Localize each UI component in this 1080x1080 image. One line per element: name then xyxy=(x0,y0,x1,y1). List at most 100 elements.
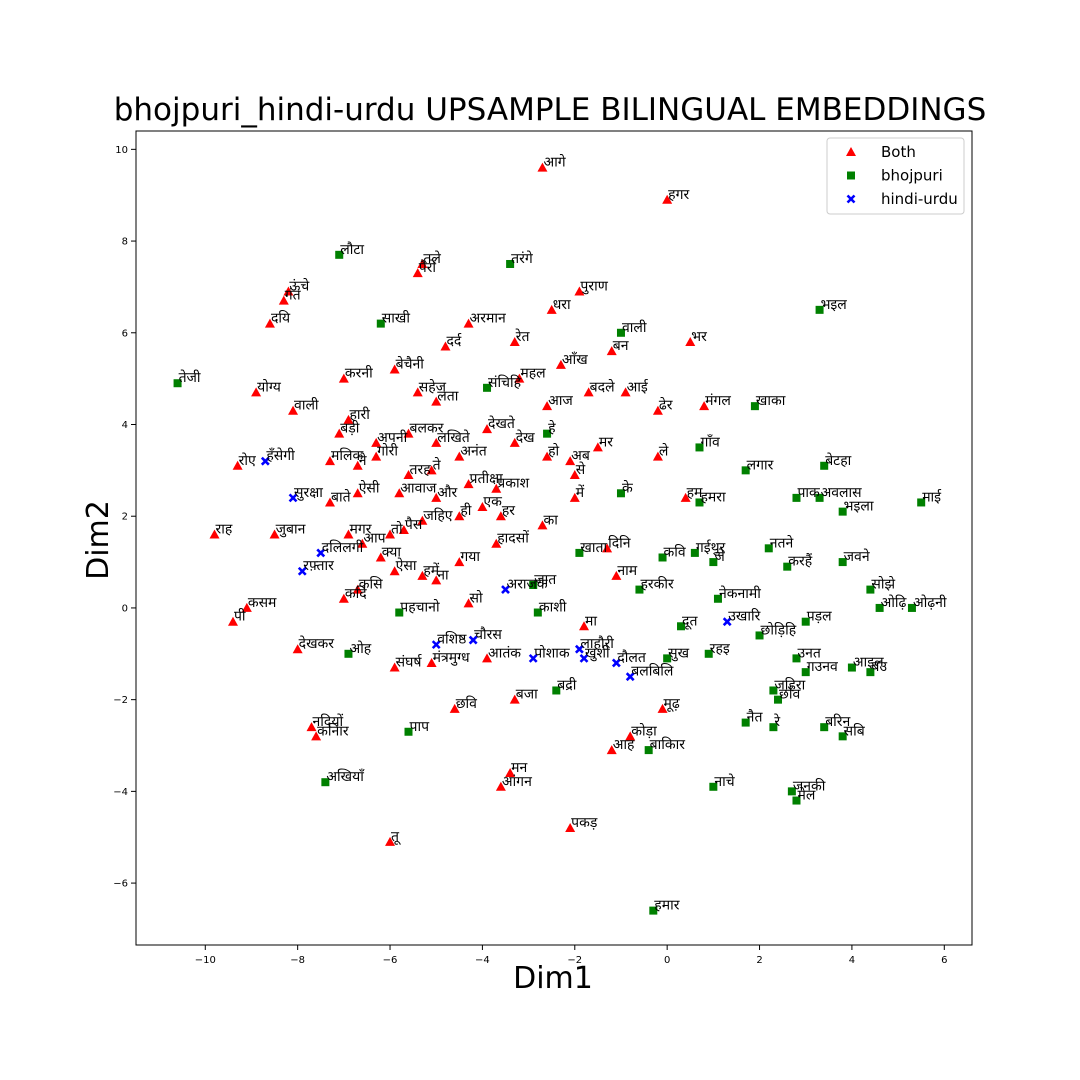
data-point-triangle xyxy=(278,295,289,305)
data-point-square xyxy=(690,548,699,557)
point-label: लाहौरी xyxy=(580,635,614,652)
data-point-triangle xyxy=(431,396,442,406)
data-point-triangle xyxy=(574,286,585,296)
point-label: क्या xyxy=(382,544,402,560)
data-point-triangle xyxy=(454,557,465,567)
point-label: ऊंचे xyxy=(289,278,310,295)
data-point-triangle xyxy=(463,318,474,328)
point-label: जवने xyxy=(844,548,870,565)
point-label: आतंक xyxy=(488,645,521,661)
point-label: ते xyxy=(433,456,442,473)
data-point-x xyxy=(288,493,298,503)
x-tick-label: −10 xyxy=(195,955,216,966)
x-tick-label: 2 xyxy=(756,955,762,966)
data-point-triangle xyxy=(491,538,502,548)
point-label: हरकीर xyxy=(640,576,674,593)
point-label: नैत xyxy=(747,709,764,726)
point-label: आगे xyxy=(543,154,566,171)
point-label: का xyxy=(543,512,558,528)
data-point-x xyxy=(501,585,510,595)
data-point-triangle xyxy=(652,405,663,415)
data-point-triangle xyxy=(509,336,520,346)
point-label: लगार xyxy=(747,457,774,473)
point-label: खाका xyxy=(756,393,786,409)
data-point-triangle xyxy=(431,492,442,502)
data-point-triangle xyxy=(288,405,299,415)
y-axis-label: Dim2 xyxy=(81,500,116,580)
data-point-triangle xyxy=(426,465,437,475)
point-label: तू xyxy=(391,829,401,845)
point-label: ढेर xyxy=(659,397,673,414)
point-label: हारी xyxy=(349,406,370,423)
y-tick-label: 4 xyxy=(122,420,128,431)
data-point-x-stroke-b xyxy=(288,493,298,503)
data-point-x-stroke-b xyxy=(501,585,510,595)
data-point-square xyxy=(677,622,686,631)
data-point-square xyxy=(616,489,625,498)
x-tick-label: −2 xyxy=(567,955,582,966)
point-label: ओढ़ि xyxy=(881,594,908,611)
data-point-square xyxy=(543,429,552,438)
data-point-triangle xyxy=(417,515,428,525)
data-point-x-stroke-b xyxy=(611,658,621,668)
data-point-square xyxy=(774,695,783,704)
data-point-x-stroke-b xyxy=(625,672,635,682)
data-point-square xyxy=(529,581,538,590)
data-point-triangle xyxy=(385,529,396,539)
point-label: गउनव xyxy=(807,659,838,675)
data-point-square xyxy=(658,553,667,562)
point-label: वशिष्ठ xyxy=(437,631,467,648)
point-label: से xyxy=(576,461,586,478)
data-point-triangle xyxy=(398,524,409,534)
point-label: दयि xyxy=(271,310,291,327)
point-label: नेकनामी xyxy=(719,585,761,602)
point-label: कवि xyxy=(664,543,686,560)
data-point-triangle xyxy=(542,451,553,461)
data-point-triangle xyxy=(227,616,238,626)
data-point-x xyxy=(574,644,584,654)
point-label: बड़ी xyxy=(340,420,359,437)
data-point-x xyxy=(431,640,441,650)
point-label: ऐसा xyxy=(396,557,417,574)
point-label: ही xyxy=(460,502,471,519)
point-label: बदले xyxy=(590,378,615,395)
data-point-triangle xyxy=(394,488,405,498)
data-point-x-stroke-b xyxy=(468,635,478,645)
x-tick-label: −6 xyxy=(383,955,398,966)
point-label: तरह xyxy=(410,462,432,478)
legend-label: Both xyxy=(881,143,916,161)
data-point-square xyxy=(533,608,542,617)
data-point-square xyxy=(769,723,778,732)
point-label: महल xyxy=(520,366,546,382)
point-label: हादसों xyxy=(497,530,529,547)
data-point-x-stroke-b xyxy=(528,653,538,663)
point-label: आज xyxy=(548,393,573,409)
data-point-triangle xyxy=(426,657,437,667)
data-point-x xyxy=(468,635,478,645)
point-label: आई xyxy=(627,378,649,395)
data-point-triangle xyxy=(477,502,488,512)
data-point-x-stroke-b xyxy=(579,653,589,663)
point-label: मेल xyxy=(797,787,815,804)
point-label: में xyxy=(576,484,585,501)
point-label: बलबिलि xyxy=(631,663,674,680)
data-point-square xyxy=(769,686,778,695)
point-label: पी xyxy=(234,608,246,625)
data-point-square xyxy=(321,778,330,787)
legend-label: bhojpuri xyxy=(881,167,943,185)
point-label: मा xyxy=(585,613,597,629)
point-label: एक xyxy=(483,494,502,510)
data-point-triangle xyxy=(602,543,613,553)
data-point-square xyxy=(552,686,561,695)
data-point-square xyxy=(344,649,353,658)
data-point-triangle xyxy=(546,304,557,314)
point-label: सबि xyxy=(844,722,866,739)
data-point-triangle xyxy=(375,552,386,562)
x-tick-label: −8 xyxy=(290,955,305,966)
data-point-triangle xyxy=(371,451,382,461)
data-point-triangle xyxy=(389,364,400,374)
point-label: कसम xyxy=(248,595,277,611)
data-point-triangle xyxy=(440,341,451,351)
data-point-triangle xyxy=(482,424,493,434)
point-label: आवाज xyxy=(400,480,437,496)
